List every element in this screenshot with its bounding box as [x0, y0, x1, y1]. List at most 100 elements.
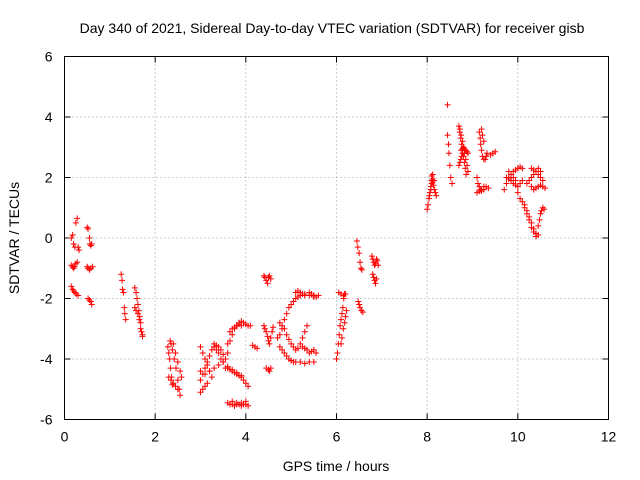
y-tick-label: 4 — [45, 109, 53, 125]
data-point — [242, 398, 249, 405]
data-point — [483, 153, 490, 160]
data-point — [519, 165, 526, 172]
data-point — [121, 310, 128, 317]
data-point — [178, 374, 185, 381]
data-point — [238, 322, 245, 329]
data-point — [480, 183, 487, 190]
data-point — [532, 168, 539, 175]
data-point — [455, 123, 462, 130]
data-point — [334, 349, 341, 356]
data-point — [69, 231, 76, 238]
data-point — [169, 346, 176, 353]
data-point — [276, 343, 283, 350]
data-point — [276, 319, 283, 326]
data-point — [89, 263, 96, 270]
data-point — [359, 309, 366, 316]
x-tick-label: 12 — [601, 429, 617, 445]
data-point — [342, 313, 349, 320]
data-point — [165, 374, 172, 381]
data-point — [532, 233, 539, 240]
data-point — [304, 322, 311, 329]
data-point — [446, 162, 453, 169]
data-point — [88, 301, 95, 308]
data-point — [336, 331, 343, 338]
data-point — [229, 331, 236, 338]
data-point — [505, 168, 512, 175]
data-point — [304, 346, 311, 353]
data-point — [274, 334, 281, 341]
data-point — [165, 349, 172, 356]
data-point — [118, 271, 125, 278]
data-point — [137, 325, 144, 332]
data-point — [139, 331, 146, 338]
data-point — [285, 304, 292, 311]
data-point — [133, 307, 140, 314]
data-point — [131, 284, 138, 291]
data-point — [535, 222, 542, 229]
data-point — [358, 266, 365, 273]
y-tick-label: -4 — [40, 351, 53, 367]
data-point — [477, 141, 484, 148]
data-point — [263, 328, 270, 335]
data-point — [541, 206, 548, 213]
data-point — [315, 292, 322, 299]
y-tick-labels: -6 -4 -2 0 2 4 6 — [40, 49, 53, 428]
data-point — [137, 319, 144, 326]
data-point — [72, 219, 79, 226]
data-point — [197, 377, 204, 384]
data-point — [279, 322, 286, 329]
data-point — [338, 340, 345, 347]
data-point — [458, 132, 465, 139]
data-point — [521, 204, 528, 211]
data-point — [431, 186, 438, 193]
data-point — [480, 138, 487, 145]
data-point — [301, 360, 308, 367]
data-point — [425, 201, 432, 208]
data-point — [87, 298, 94, 305]
data-point — [215, 362, 222, 369]
data-point — [424, 206, 431, 213]
data-point — [355, 298, 362, 305]
data-point — [172, 349, 179, 356]
data-point — [202, 371, 209, 378]
data-point — [171, 356, 178, 362]
data-point — [226, 328, 233, 335]
data-point — [517, 180, 524, 187]
data-point — [341, 319, 348, 326]
data-point — [177, 368, 184, 375]
data-point — [538, 207, 545, 214]
data-point — [464, 168, 471, 175]
data-point — [88, 241, 95, 248]
data-point — [358, 307, 365, 314]
data-point — [310, 346, 317, 353]
data-point — [536, 216, 543, 223]
data-point — [131, 304, 138, 311]
data-point — [167, 365, 174, 372]
data-point — [474, 180, 481, 187]
data-point — [74, 215, 81, 222]
data-point — [174, 386, 181, 393]
data-point — [134, 310, 141, 317]
data-point — [514, 183, 521, 190]
data-point — [457, 156, 464, 163]
data-point — [281, 325, 288, 332]
data-point — [211, 365, 218, 372]
data-point — [456, 159, 463, 166]
data-point — [86, 235, 93, 241]
data-point — [220, 351, 227, 358]
data-point — [445, 141, 452, 148]
data-point — [215, 343, 222, 350]
data-point — [433, 192, 440, 199]
data-point — [220, 359, 227, 366]
data-point — [266, 368, 273, 375]
data-point — [264, 280, 271, 287]
data-point — [523, 180, 530, 187]
data-point — [229, 398, 236, 405]
data-point — [68, 235, 75, 241]
data-point — [455, 162, 462, 169]
data-point — [343, 307, 350, 314]
data-point — [464, 150, 471, 157]
data-point — [229, 366, 236, 373]
data-point — [354, 244, 361, 251]
data-point — [356, 250, 363, 257]
